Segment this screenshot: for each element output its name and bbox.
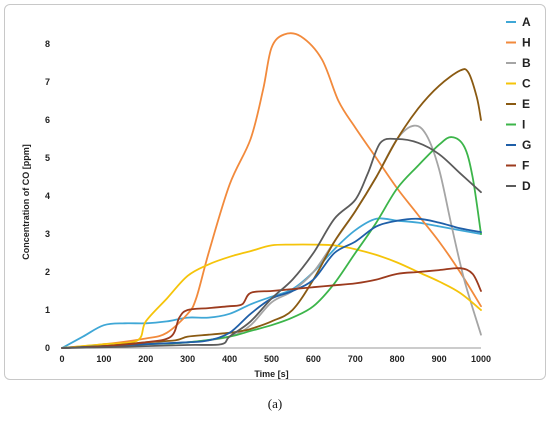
series-line-e — [61, 68, 482, 349]
series-line-g — [61, 217, 482, 349]
x-tick-label: 800 — [390, 354, 405, 364]
y-tick-label: 5 — [45, 153, 50, 163]
series-line-a — [61, 217, 482, 349]
legend-label-e: E — [522, 97, 530, 111]
legend-label-i: I — [522, 118, 525, 132]
y-tick-label: 8 — [45, 39, 50, 49]
x-tick-label: 400 — [222, 354, 237, 364]
x-tick-label: 500 — [264, 354, 279, 364]
y-tick-label: 1 — [45, 305, 50, 315]
figure-caption: (a) — [267, 396, 283, 411]
legend-label-a: A — [522, 15, 531, 29]
x-tick-label: 600 — [306, 354, 321, 364]
y-tick-label: 4 — [45, 191, 50, 201]
legend-label-d: D — [522, 179, 531, 193]
y-axis-title: Concentration of CO [ppm] — [21, 144, 31, 260]
x-tick-label: 100 — [96, 354, 111, 364]
series-line-f — [61, 267, 482, 349]
y-tick-label: 7 — [45, 77, 50, 87]
legend-label-h: H — [522, 36, 531, 50]
y-tick-label: 6 — [45, 115, 50, 125]
series-line-d — [61, 137, 482, 349]
series-layer — [61, 32, 482, 349]
y-tick-label: 3 — [45, 229, 50, 239]
x-tick-label: 200 — [138, 354, 153, 364]
x-tick-label: 900 — [432, 354, 447, 364]
x-axis-title: Time [s] — [254, 369, 288, 379]
legend-label-g: G — [522, 138, 531, 152]
legend-label-f: F — [522, 159, 529, 173]
series-line-i — [61, 136, 482, 349]
legend-label-b: B — [522, 56, 531, 70]
x-tick-label: 1000 — [471, 354, 491, 364]
legend-label-c: C — [522, 77, 531, 91]
x-tick-label: 300 — [180, 354, 195, 364]
y-tick-label: 2 — [45, 267, 50, 277]
x-tick-label: 700 — [348, 354, 363, 364]
y-tick-label: 0 — [45, 343, 50, 353]
series-line-c — [61, 243, 482, 349]
axes: 0 100 200 300 400 500 600 700 800 900 1000 0 1 2 3 4 5 6 7… — [21, 39, 491, 379]
x-tick-label: 0 — [59, 354, 64, 364]
chart-frame — [4, 4, 546, 380]
series-line-h — [61, 32, 482, 349]
series-line-b — [61, 124, 482, 349]
